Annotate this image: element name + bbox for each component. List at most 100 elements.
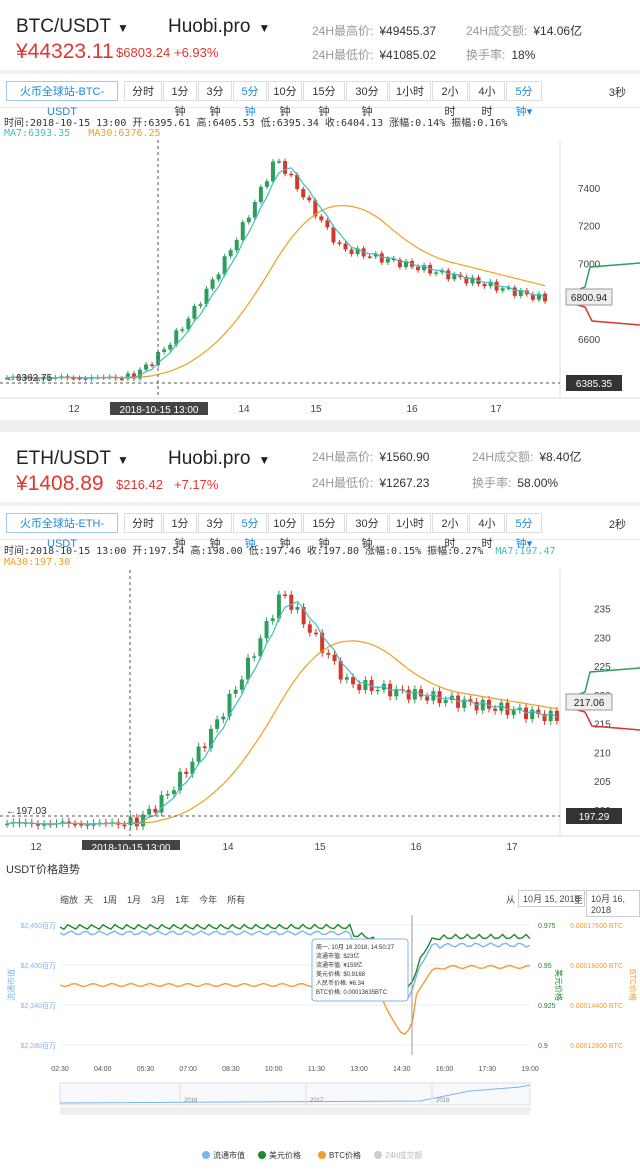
btc-high: 24H最高价: ¥49455.37 xyxy=(312,24,437,38)
btc-low: 24H最低价: ¥41085.02 xyxy=(312,48,437,62)
candle xyxy=(480,699,485,711)
candle xyxy=(301,189,306,198)
candle xyxy=(186,318,191,330)
zoom-option-1[interactable]: 1周 xyxy=(103,895,118,905)
crosshair-price-label: 6385.35 xyxy=(576,379,613,390)
market-source-button[interactable]: 火币全球站-ETH-USDT xyxy=(6,513,118,550)
candle xyxy=(35,377,40,380)
candle xyxy=(153,808,158,813)
right-axis-label: 0.00016000 BTC xyxy=(570,963,623,970)
legend-marker xyxy=(374,1151,382,1159)
interval-button-10[interactable]: 5分钟▾ xyxy=(506,81,542,118)
candle xyxy=(270,161,275,182)
interval-button-9[interactable]: 4小时 xyxy=(469,513,505,550)
usd-price-line xyxy=(59,923,531,995)
interval-button-0[interactable]: 分时 xyxy=(124,513,162,533)
interval-button-10[interactable]: 5分钟▾ xyxy=(506,513,542,550)
zoom-option-2[interactable]: 1月 xyxy=(127,895,142,905)
interval-button-6[interactable]: 30分钟 xyxy=(346,81,388,118)
candle xyxy=(147,808,152,815)
usdt-price-chart[interactable]: $2,460百万 0.975 0.00017600 BTC $2,400百万 0.95 0… xyxy=(0,905,640,1170)
x-tick-label: 17 xyxy=(490,404,502,415)
zoom-option-5[interactable]: 今年 xyxy=(199,895,218,905)
candle xyxy=(518,290,523,296)
btc-pair-selector[interactable]: BTC/USDT ▼ xyxy=(16,16,129,38)
candle xyxy=(71,377,76,380)
candle xyxy=(343,243,348,250)
candle xyxy=(264,181,269,187)
x-tick-label: 04:00 xyxy=(94,1066,112,1073)
candle xyxy=(320,632,325,653)
eth-pair-selector[interactable]: ETH/USDT ▼ xyxy=(16,448,129,470)
zoom-option-0[interactable]: 天 xyxy=(84,895,94,905)
eth-candlestick-chart[interactable]: 23523022522021521020520012141516172018-1… xyxy=(0,570,640,850)
market-source-button[interactable]: 火币全球站-BTC-USDT xyxy=(6,81,118,118)
btc-price: ¥44323.11 xyxy=(16,40,114,63)
x-tick-label: 14 xyxy=(222,842,234,850)
btc-candlestick-chart[interactable]: 7400 7200 7000 6600 12 14 15 16 17 2018-10-15 13:… xyxy=(0,140,640,415)
candle xyxy=(295,174,300,190)
interval-button-1[interactable]: 1分钟 xyxy=(163,513,197,550)
interval-button-2[interactable]: 3分钟 xyxy=(198,81,232,118)
interval-button-2[interactable]: 3分钟 xyxy=(198,513,232,550)
interval-button-7[interactable]: 1小时 xyxy=(389,81,431,101)
candle xyxy=(41,377,46,380)
x-tick-label: 12 xyxy=(68,404,80,415)
crosshair-time-label: 2018-10-15 13:00 xyxy=(92,843,171,850)
candle xyxy=(77,377,82,380)
interval-button-7[interactable]: 1小时 xyxy=(389,513,431,533)
interval-button-4[interactable]: 10分钟 xyxy=(268,81,302,118)
interval-button-6[interactable]: 30分钟 xyxy=(346,513,388,550)
y-tick-label: 6600 xyxy=(578,335,601,346)
candle xyxy=(119,378,124,380)
candle xyxy=(165,794,170,796)
candle xyxy=(486,699,491,709)
date-from-input[interactable]: 10月 15, 2018 xyxy=(518,890,585,907)
interval-button-5[interactable]: 15分钟 xyxy=(303,81,345,118)
crosshair-price-box xyxy=(566,808,622,824)
x-tick-label: 08:30 xyxy=(222,1066,240,1073)
eth-panel: ETH/USDT ▼ Huobi.pro ▼ ¥1408.89 $216.42 +7… xyxy=(0,432,640,852)
interval-button-4[interactable]: 10分钟 xyxy=(268,513,302,550)
interval-button-0[interactable]: 分时 xyxy=(124,81,162,101)
interval-button-1[interactable]: 1分钟 xyxy=(163,81,197,118)
interval-button-3[interactable]: 5分钟 xyxy=(233,513,267,550)
btc-exchange-selector[interactable]: Huobi.pro ▼ xyxy=(168,16,270,38)
left-axis-title: 流通市值 xyxy=(6,969,16,1001)
last-price-label: 217.06 xyxy=(574,698,605,709)
candle xyxy=(379,253,384,263)
refresh-interval: 2秒 xyxy=(608,519,626,531)
interval-button-8[interactable]: 2小时 xyxy=(432,513,468,550)
interval-button-3[interactable]: 5分钟 xyxy=(233,81,267,118)
interval-button-8[interactable]: 2小时 xyxy=(432,81,468,118)
candle xyxy=(385,258,390,263)
candle xyxy=(434,272,439,274)
zoom-option-3[interactable]: 3月 xyxy=(151,895,166,905)
candle xyxy=(215,719,220,729)
eth-exchange-selector[interactable]: Huobi.pro ▼ xyxy=(168,448,270,470)
candle xyxy=(506,287,511,289)
x-tick-label: 19:00 xyxy=(521,1066,539,1073)
eth-low: 24H最低价: ¥1267.23 xyxy=(312,476,430,490)
y-tick-label: 215 xyxy=(594,720,611,731)
zoom-option-6[interactable]: 所有 xyxy=(227,895,246,905)
right-axis-label: 0.00012800 BTC xyxy=(570,1043,623,1050)
crosshair-time-box xyxy=(82,840,180,850)
tooltip-line: 周一, 10月 16 2018, 14:50:27 xyxy=(316,944,395,951)
candle xyxy=(216,274,221,280)
crosshair-time-box xyxy=(110,402,208,415)
candle xyxy=(406,689,411,700)
candle xyxy=(221,716,226,720)
interval-button-9[interactable]: 4小时 xyxy=(469,81,505,118)
divider xyxy=(0,420,640,432)
date-from-label: 从 xyxy=(506,895,516,905)
crosshair-time-label: 2018-10-15 13:00 xyxy=(120,405,199,415)
legend-marker xyxy=(318,1151,326,1159)
interval-button-5[interactable]: 15分钟 xyxy=(303,513,345,550)
candle xyxy=(204,288,209,305)
candle xyxy=(174,330,179,345)
zoom-option-4[interactable]: 1年 xyxy=(175,895,190,905)
candle xyxy=(180,329,185,331)
right-axis-label: 0.00014400 BTC xyxy=(570,1003,623,1010)
depth-ask-line xyxy=(569,302,640,326)
